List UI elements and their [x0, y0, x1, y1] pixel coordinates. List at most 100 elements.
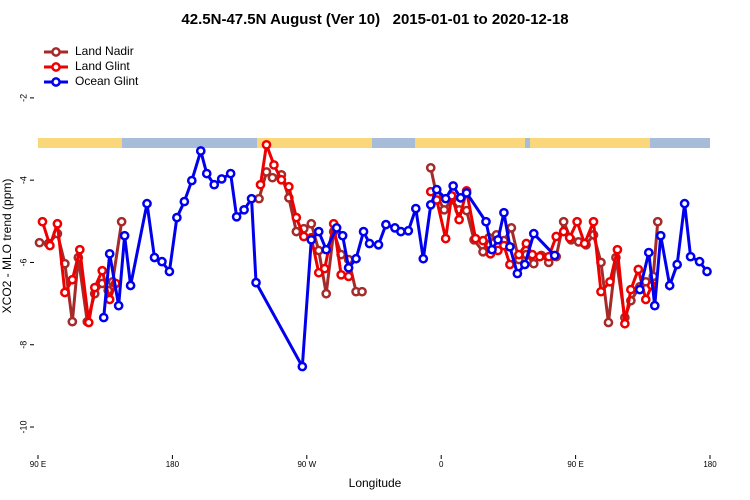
- data-point: [67, 316, 78, 327]
- data-point: [351, 253, 361, 264]
- data-point: [440, 233, 451, 244]
- data-point: [298, 231, 309, 242]
- data-point: [186, 175, 197, 186]
- data-point: [633, 264, 644, 275]
- data-point: [254, 193, 264, 204]
- y-tick-label: -6: [18, 258, 28, 266]
- data-point: [620, 318, 630, 329]
- legend-label: Ocean Glint: [75, 74, 139, 88]
- data-point: [549, 250, 560, 261]
- data-point: [104, 248, 115, 259]
- data-point: [551, 231, 562, 242]
- data-point: [116, 216, 127, 227]
- data-point: [440, 193, 451, 204]
- data-point: [564, 232, 575, 243]
- data-point: [455, 193, 466, 203]
- data-point: [528, 258, 539, 269]
- data-point: [403, 225, 414, 236]
- data-point: [313, 245, 324, 256]
- data-point: [418, 253, 429, 264]
- data-point: [239, 204, 249, 215]
- data-point: [381, 219, 391, 230]
- x-tick-label: 180: [166, 460, 180, 469]
- data-point: [357, 286, 367, 297]
- data-point: [113, 300, 124, 311]
- data-point: [331, 223, 342, 233]
- data-point: [643, 247, 654, 258]
- data-point: [321, 244, 332, 255]
- data-point: [306, 218, 317, 229]
- data-point: [605, 276, 615, 287]
- data-point: [519, 259, 530, 270]
- data-point: [588, 216, 599, 227]
- chart-title: 42.5N-47.5N August (Ver 10) 2015-01-01 t…: [181, 11, 568, 28]
- data-point: [493, 234, 503, 245]
- data-point: [694, 256, 705, 267]
- data-point: [396, 226, 406, 237]
- data-point: [640, 294, 651, 305]
- data-point: [702, 266, 712, 277]
- data-point: [255, 179, 266, 190]
- data-point: [34, 237, 45, 248]
- data-point: [461, 188, 472, 198]
- data-point: [297, 361, 308, 372]
- data-point: [425, 162, 436, 173]
- data-point: [104, 294, 115, 305]
- data-point: [649, 300, 660, 311]
- data-point: [284, 181, 294, 192]
- x-tick-label: 90 E: [567, 460, 583, 469]
- data-point: [514, 249, 524, 260]
- x-tick-label: 90 W: [297, 460, 316, 469]
- legend-marker: [51, 47, 61, 57]
- data-point: [343, 262, 354, 273]
- data-point: [261, 139, 272, 150]
- data-point: [164, 266, 175, 277]
- data-point: [481, 216, 491, 227]
- data-point: [425, 200, 436, 210]
- land-ocean-strip: [38, 138, 710, 148]
- data-point: [655, 230, 666, 241]
- data-point: [157, 256, 167, 267]
- y-tick-label: -4: [18, 176, 28, 184]
- data-point: [321, 288, 332, 299]
- data-point: [97, 265, 108, 276]
- data-point: [67, 274, 78, 285]
- data-point: [45, 240, 55, 251]
- x-tick-label: 180: [703, 460, 717, 469]
- legend-label: Land Glint: [75, 59, 130, 73]
- data-point: [125, 280, 136, 291]
- data-point: [579, 238, 590, 249]
- y-tick-label: -2: [18, 94, 28, 102]
- data-point: [431, 184, 442, 195]
- data-point: [231, 211, 242, 222]
- data-point: [410, 203, 421, 214]
- data-point: [612, 244, 623, 255]
- x-tick-label: 90 E: [30, 460, 46, 469]
- data-point: [685, 251, 696, 262]
- data-point: [201, 168, 212, 179]
- data-point: [52, 218, 63, 229]
- data-point: [572, 216, 582, 227]
- data-point: [439, 204, 450, 215]
- data-point: [336, 269, 346, 280]
- data-point: [291, 226, 302, 237]
- data-point: [652, 216, 663, 227]
- data-point: [269, 160, 279, 170]
- data-point: [216, 174, 227, 184]
- data-point: [98, 312, 109, 323]
- data-point: [505, 259, 515, 270]
- data-point: [448, 181, 458, 191]
- data-point: [179, 196, 190, 207]
- data-point: [664, 280, 675, 291]
- data-point: [343, 271, 354, 282]
- data-point: [251, 277, 261, 288]
- legend-marker: [51, 77, 61, 87]
- series-line: [39, 167, 660, 323]
- x-axis-label: Longitude: [349, 476, 402, 490]
- data-point: [60, 287, 70, 298]
- data-point: [119, 230, 130, 241]
- data-point: [276, 174, 287, 185]
- data-point: [74, 244, 85, 255]
- data-point: [672, 259, 682, 270]
